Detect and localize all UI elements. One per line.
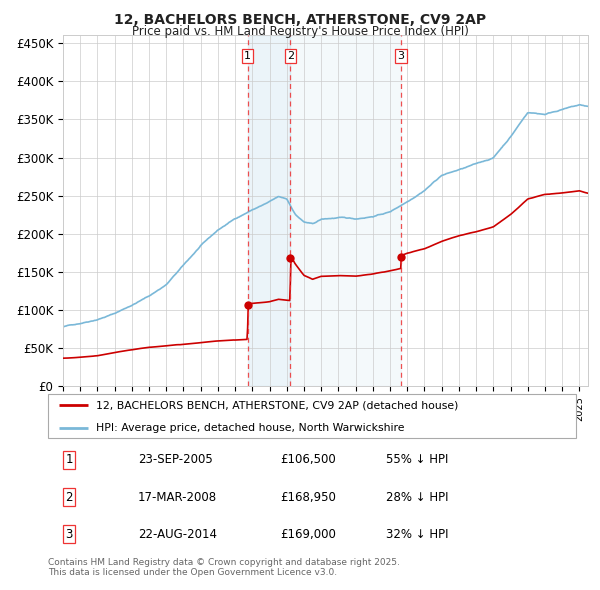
Text: 32% ↓ HPI: 32% ↓ HPI xyxy=(386,527,448,540)
Bar xyxy=(290,35,401,386)
Text: Price paid vs. HM Land Registry's House Price Index (HPI): Price paid vs. HM Land Registry's House … xyxy=(131,25,469,38)
Text: 12, BACHELORS BENCH, ATHERSTONE, CV9 2AP: 12, BACHELORS BENCH, ATHERSTONE, CV9 2AP xyxy=(114,13,486,27)
Text: 3: 3 xyxy=(65,527,73,540)
Text: 28% ↓ HPI: 28% ↓ HPI xyxy=(386,490,448,504)
Text: 55% ↓ HPI: 55% ↓ HPI xyxy=(386,454,448,467)
Text: 1: 1 xyxy=(65,454,73,467)
Text: 2: 2 xyxy=(287,51,294,61)
Text: £168,950: £168,950 xyxy=(280,490,336,504)
Text: HPI: Average price, detached house, North Warwickshire: HPI: Average price, detached house, Nort… xyxy=(95,422,404,432)
Text: 1: 1 xyxy=(244,51,251,61)
Text: £106,500: £106,500 xyxy=(280,454,336,467)
Text: £169,000: £169,000 xyxy=(280,527,336,540)
FancyBboxPatch shape xyxy=(48,394,576,438)
Text: 2: 2 xyxy=(65,490,73,504)
Text: 22-AUG-2014: 22-AUG-2014 xyxy=(138,527,217,540)
Text: 3: 3 xyxy=(398,51,404,61)
Text: Contains HM Land Registry data © Crown copyright and database right 2025.
This d: Contains HM Land Registry data © Crown c… xyxy=(48,558,400,577)
Text: 23-SEP-2005: 23-SEP-2005 xyxy=(138,454,212,467)
Text: 17-MAR-2008: 17-MAR-2008 xyxy=(138,490,217,504)
Text: 12, BACHELORS BENCH, ATHERSTONE, CV9 2AP (detached house): 12, BACHELORS BENCH, ATHERSTONE, CV9 2AP… xyxy=(95,401,458,411)
Bar xyxy=(248,35,290,386)
